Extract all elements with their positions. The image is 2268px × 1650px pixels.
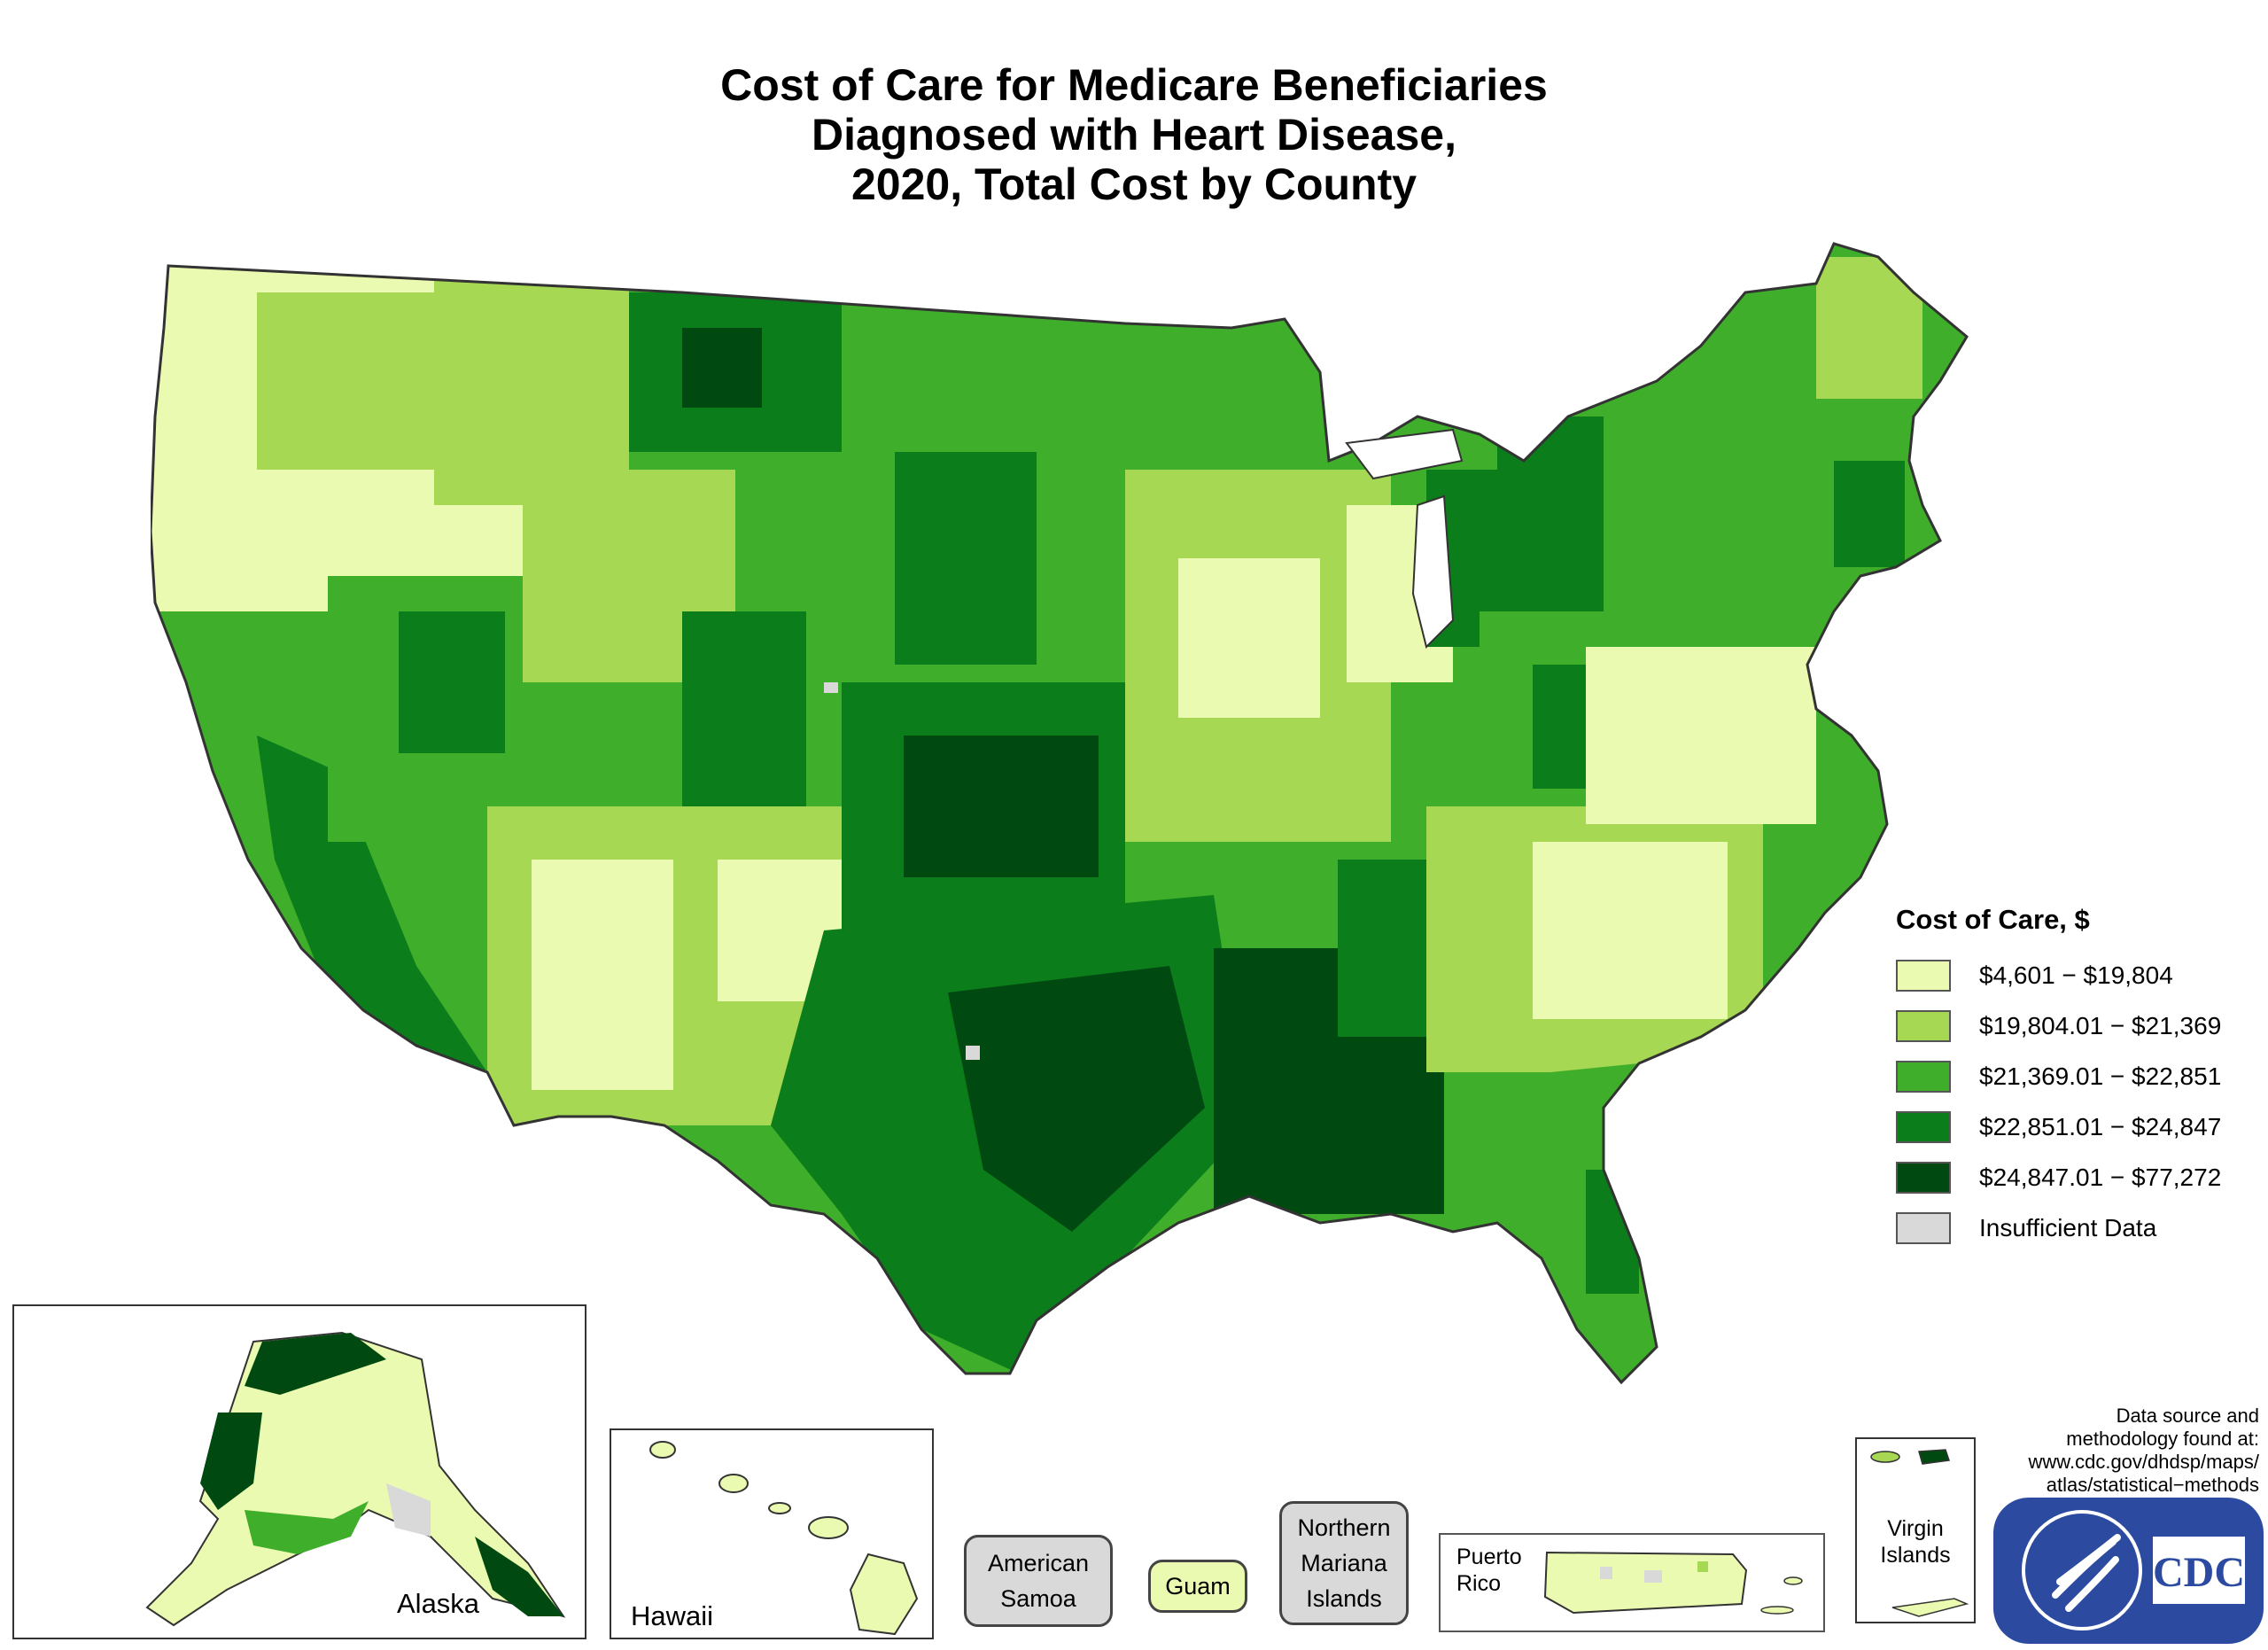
alaska-map bbox=[145, 1331, 566, 1627]
legend-label: $24,847.01 − $77,272 bbox=[1979, 1163, 2222, 1191]
virgin-islands-label: Virgin Islands bbox=[1880, 1516, 1951, 1568]
legend-item: $21,369.01 − $22,851 bbox=[1896, 1051, 2250, 1101]
data-source-note: Data source and methodology found at: ww… bbox=[1869, 1405, 2259, 1497]
map-title: Cost of Care for Medicare Beneficiaries … bbox=[0, 60, 2268, 209]
cdc-text: CDC bbox=[2153, 1549, 2245, 1596]
source-line-3[interactable]: www.cdc.gov/dhdsp/maps/ bbox=[2028, 1451, 2259, 1473]
legend-swatch bbox=[1896, 959, 1951, 992]
legend-label: $4,601 − $19,804 bbox=[1979, 961, 2173, 989]
title-line-3: 2020, Total Cost by County bbox=[850, 160, 1418, 209]
title-line-1: Cost of Care for Medicare Beneficiaries bbox=[720, 60, 1548, 110]
legend-label: $19,804.01 − $21,369 bbox=[1979, 1011, 2222, 1039]
hawaii-map bbox=[649, 1441, 919, 1636]
hawaii-label: Hawaii bbox=[631, 1600, 714, 1631]
legend-item: $4,601 − $19,804 bbox=[1896, 950, 2250, 1000]
hhs-seal-icon: CDC bbox=[2022, 1510, 2245, 1631]
legend-label: $21,369.01 − $22,851 bbox=[1979, 1062, 2222, 1090]
lake-michigan bbox=[1411, 494, 1455, 649]
hawaii-inset: Hawaii bbox=[610, 1428, 934, 1639]
us-county-map bbox=[151, 242, 1969, 1385]
legend-item: Insufficient Data bbox=[1896, 1202, 2250, 1253]
alaska-inset: Alaska bbox=[12, 1304, 586, 1639]
legend-swatch bbox=[1896, 1110, 1951, 1143]
source-line-2: methodology found at: bbox=[2066, 1428, 2259, 1450]
cdc-logo: CDC bbox=[1993, 1498, 2264, 1644]
legend: Cost of Care, $ $4,601 − $19,804 $19,804.… bbox=[1896, 904, 2250, 1253]
legend-title: Cost of Care, $ bbox=[1896, 904, 2090, 935]
legend-swatch bbox=[1896, 1060, 1951, 1093]
northern-mariana-box: Northern Mariana Islands bbox=[1279, 1501, 1409, 1625]
virgin-islands-map bbox=[1870, 1449, 1969, 1617]
alaska-label: Alaska bbox=[397, 1588, 480, 1619]
legend-swatch bbox=[1896, 1161, 1951, 1194]
puerto-rico-map bbox=[1543, 1551, 1803, 1615]
legend-item: $22,851.01 − $24,847 bbox=[1896, 1101, 2250, 1152]
guam-box: Guam bbox=[1148, 1560, 1247, 1613]
legend-label: Insufficient Data bbox=[1979, 1213, 2157, 1241]
puerto-rico-inset: Puerto Rico bbox=[1439, 1533, 1825, 1632]
virgin-islands-inset: Virgin Islands bbox=[1855, 1437, 1976, 1623]
puerto-rico-label: Puerto Rico bbox=[1456, 1545, 1522, 1596]
source-line-4[interactable]: atlas/statistical−methods bbox=[2046, 1474, 2259, 1496]
lake-superior bbox=[1345, 428, 1464, 480]
title-line-2: Diagnosed with Heart Disease, bbox=[811, 110, 1456, 160]
legend-label: $22,851.01 − $24,847 bbox=[1979, 1112, 2222, 1140]
legend-item: $19,804.01 − $21,369 bbox=[1896, 1000, 2250, 1051]
legend-swatch bbox=[1896, 1211, 1951, 1244]
legend-swatch bbox=[1896, 1009, 1951, 1042]
source-line-1: Data source and bbox=[2116, 1405, 2259, 1427]
american-samoa-box: American Samoa bbox=[964, 1535, 1113, 1627]
legend-item: $24,847.01 − $77,272 bbox=[1896, 1152, 2250, 1202]
